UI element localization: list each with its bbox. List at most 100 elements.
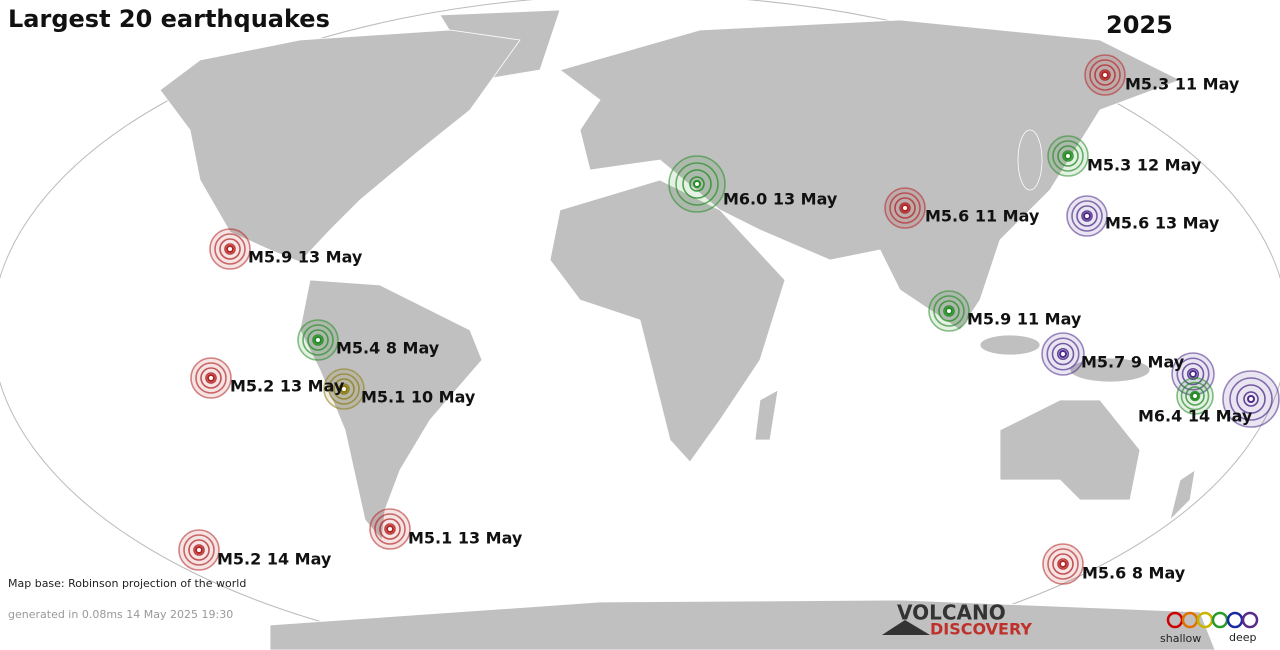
quake-marker [1066, 195, 1108, 237]
marker-ring [1062, 150, 1074, 162]
logo-icon [882, 620, 930, 635]
marker-ring [1076, 205, 1098, 227]
marker-core [1083, 212, 1091, 220]
marker-core [340, 385, 348, 393]
marker-ring [1094, 64, 1116, 86]
quake-label: M6.4 14 May [1138, 407, 1253, 426]
quake-marker [1047, 135, 1089, 177]
marker-core [945, 307, 953, 315]
title: Largest 20 earthquakes [8, 5, 330, 33]
marker-core [314, 336, 322, 344]
marker-core [1059, 560, 1067, 568]
logo-line2: DISCOVERY [930, 620, 1032, 639]
land [159, 9, 1216, 650]
quake-label: M5.9 13 May [248, 248, 363, 267]
marker-ring [312, 334, 324, 346]
marker-ring [1047, 548, 1079, 580]
marker-core [1064, 152, 1072, 160]
generated-note: generated in 0.08ms 14 May 2025 19:30 [8, 608, 233, 621]
quake-marker [323, 368, 365, 410]
marker-core [195, 546, 203, 554]
marker-ring [214, 233, 246, 265]
marker-core [1191, 392, 1199, 400]
legend-shallow: shallow [1160, 632, 1201, 645]
marker-core [226, 245, 234, 253]
marker-ring [1185, 386, 1205, 406]
quake-label: M5.9 11 May [967, 310, 1082, 329]
marker-ring [224, 243, 236, 255]
marker-ring [894, 197, 916, 219]
marker-ring [1229, 377, 1273, 421]
quake-label: M6.0 13 May [723, 190, 838, 209]
marker-core [1101, 71, 1109, 79]
quake-marker [297, 319, 339, 361]
marker-ring [943, 305, 955, 317]
marker-ring [200, 367, 222, 389]
marker-ring [1057, 558, 1069, 570]
marker-ring [219, 238, 241, 260]
marker-ring [675, 162, 719, 206]
marker-ring [384, 523, 396, 535]
marker-ring [1052, 140, 1084, 172]
quake-marker [190, 357, 232, 399]
marker-ring [1236, 384, 1266, 414]
quake-label: M5.3 12 May [1087, 156, 1202, 175]
marker-ring [205, 372, 217, 384]
quake-label: M5.6 11 May [925, 207, 1040, 226]
quake-marker [1176, 377, 1214, 415]
marker-ring [1057, 145, 1079, 167]
quake-label: M5.2 14 May [217, 550, 332, 569]
quake-label: M5.1 10 May [361, 388, 476, 407]
marker-ring [1186, 367, 1200, 381]
marker-ring [1046, 337, 1080, 371]
quake-label: M5.1 13 May [408, 529, 523, 548]
marker-ring [195, 362, 227, 394]
marker-core [901, 204, 909, 212]
quake-marker [668, 155, 726, 213]
marker-ring [328, 373, 360, 405]
marker-ring [933, 295, 965, 327]
marker-ring [1089, 59, 1121, 91]
marker-core [1189, 370, 1197, 378]
marker-core [386, 525, 394, 533]
quake-label: M5.2 13 May [230, 377, 345, 396]
marker-ring [689, 176, 705, 192]
marker-ring [1081, 210, 1093, 222]
marker-ring [1071, 200, 1103, 232]
marker-ring [1176, 357, 1210, 391]
quake-marker [1042, 543, 1084, 585]
marker-ring [374, 513, 406, 545]
marker-ring [188, 539, 210, 561]
quake-label: M5.4 8 May [336, 339, 440, 358]
marker-ring [1189, 390, 1201, 402]
quake-marker [209, 228, 251, 270]
marker-ring [379, 518, 401, 540]
marker-core [693, 180, 701, 188]
marker-ring [1056, 347, 1070, 361]
map-base-note: Map base: Robinson projection of the wor… [8, 577, 246, 590]
quake-marker [884, 187, 926, 229]
marker-ring [338, 383, 350, 395]
marker-ring [1181, 362, 1205, 386]
quake-marker [1084, 54, 1126, 96]
marker-ring [1180, 381, 1210, 411]
quake-label: M5.6 8 May [1082, 564, 1186, 583]
marker-ring [938, 300, 960, 322]
quake-marker [369, 508, 411, 550]
quake-marker [1041, 332, 1085, 376]
marker-ring [1099, 69, 1111, 81]
marker-ring [333, 378, 355, 400]
marker-ring [302, 324, 334, 356]
marker-ring [899, 202, 911, 214]
legend-deep: deep [1229, 631, 1257, 644]
quake-marker [1222, 370, 1280, 428]
quake-marker [178, 529, 220, 571]
marker-ring [307, 329, 329, 351]
marker-ring [193, 544, 205, 556]
year: 2025 [1106, 11, 1173, 39]
quake-label: M5.7 9 May [1081, 353, 1185, 372]
marker-ring [889, 192, 921, 224]
marker-core [1059, 350, 1067, 358]
